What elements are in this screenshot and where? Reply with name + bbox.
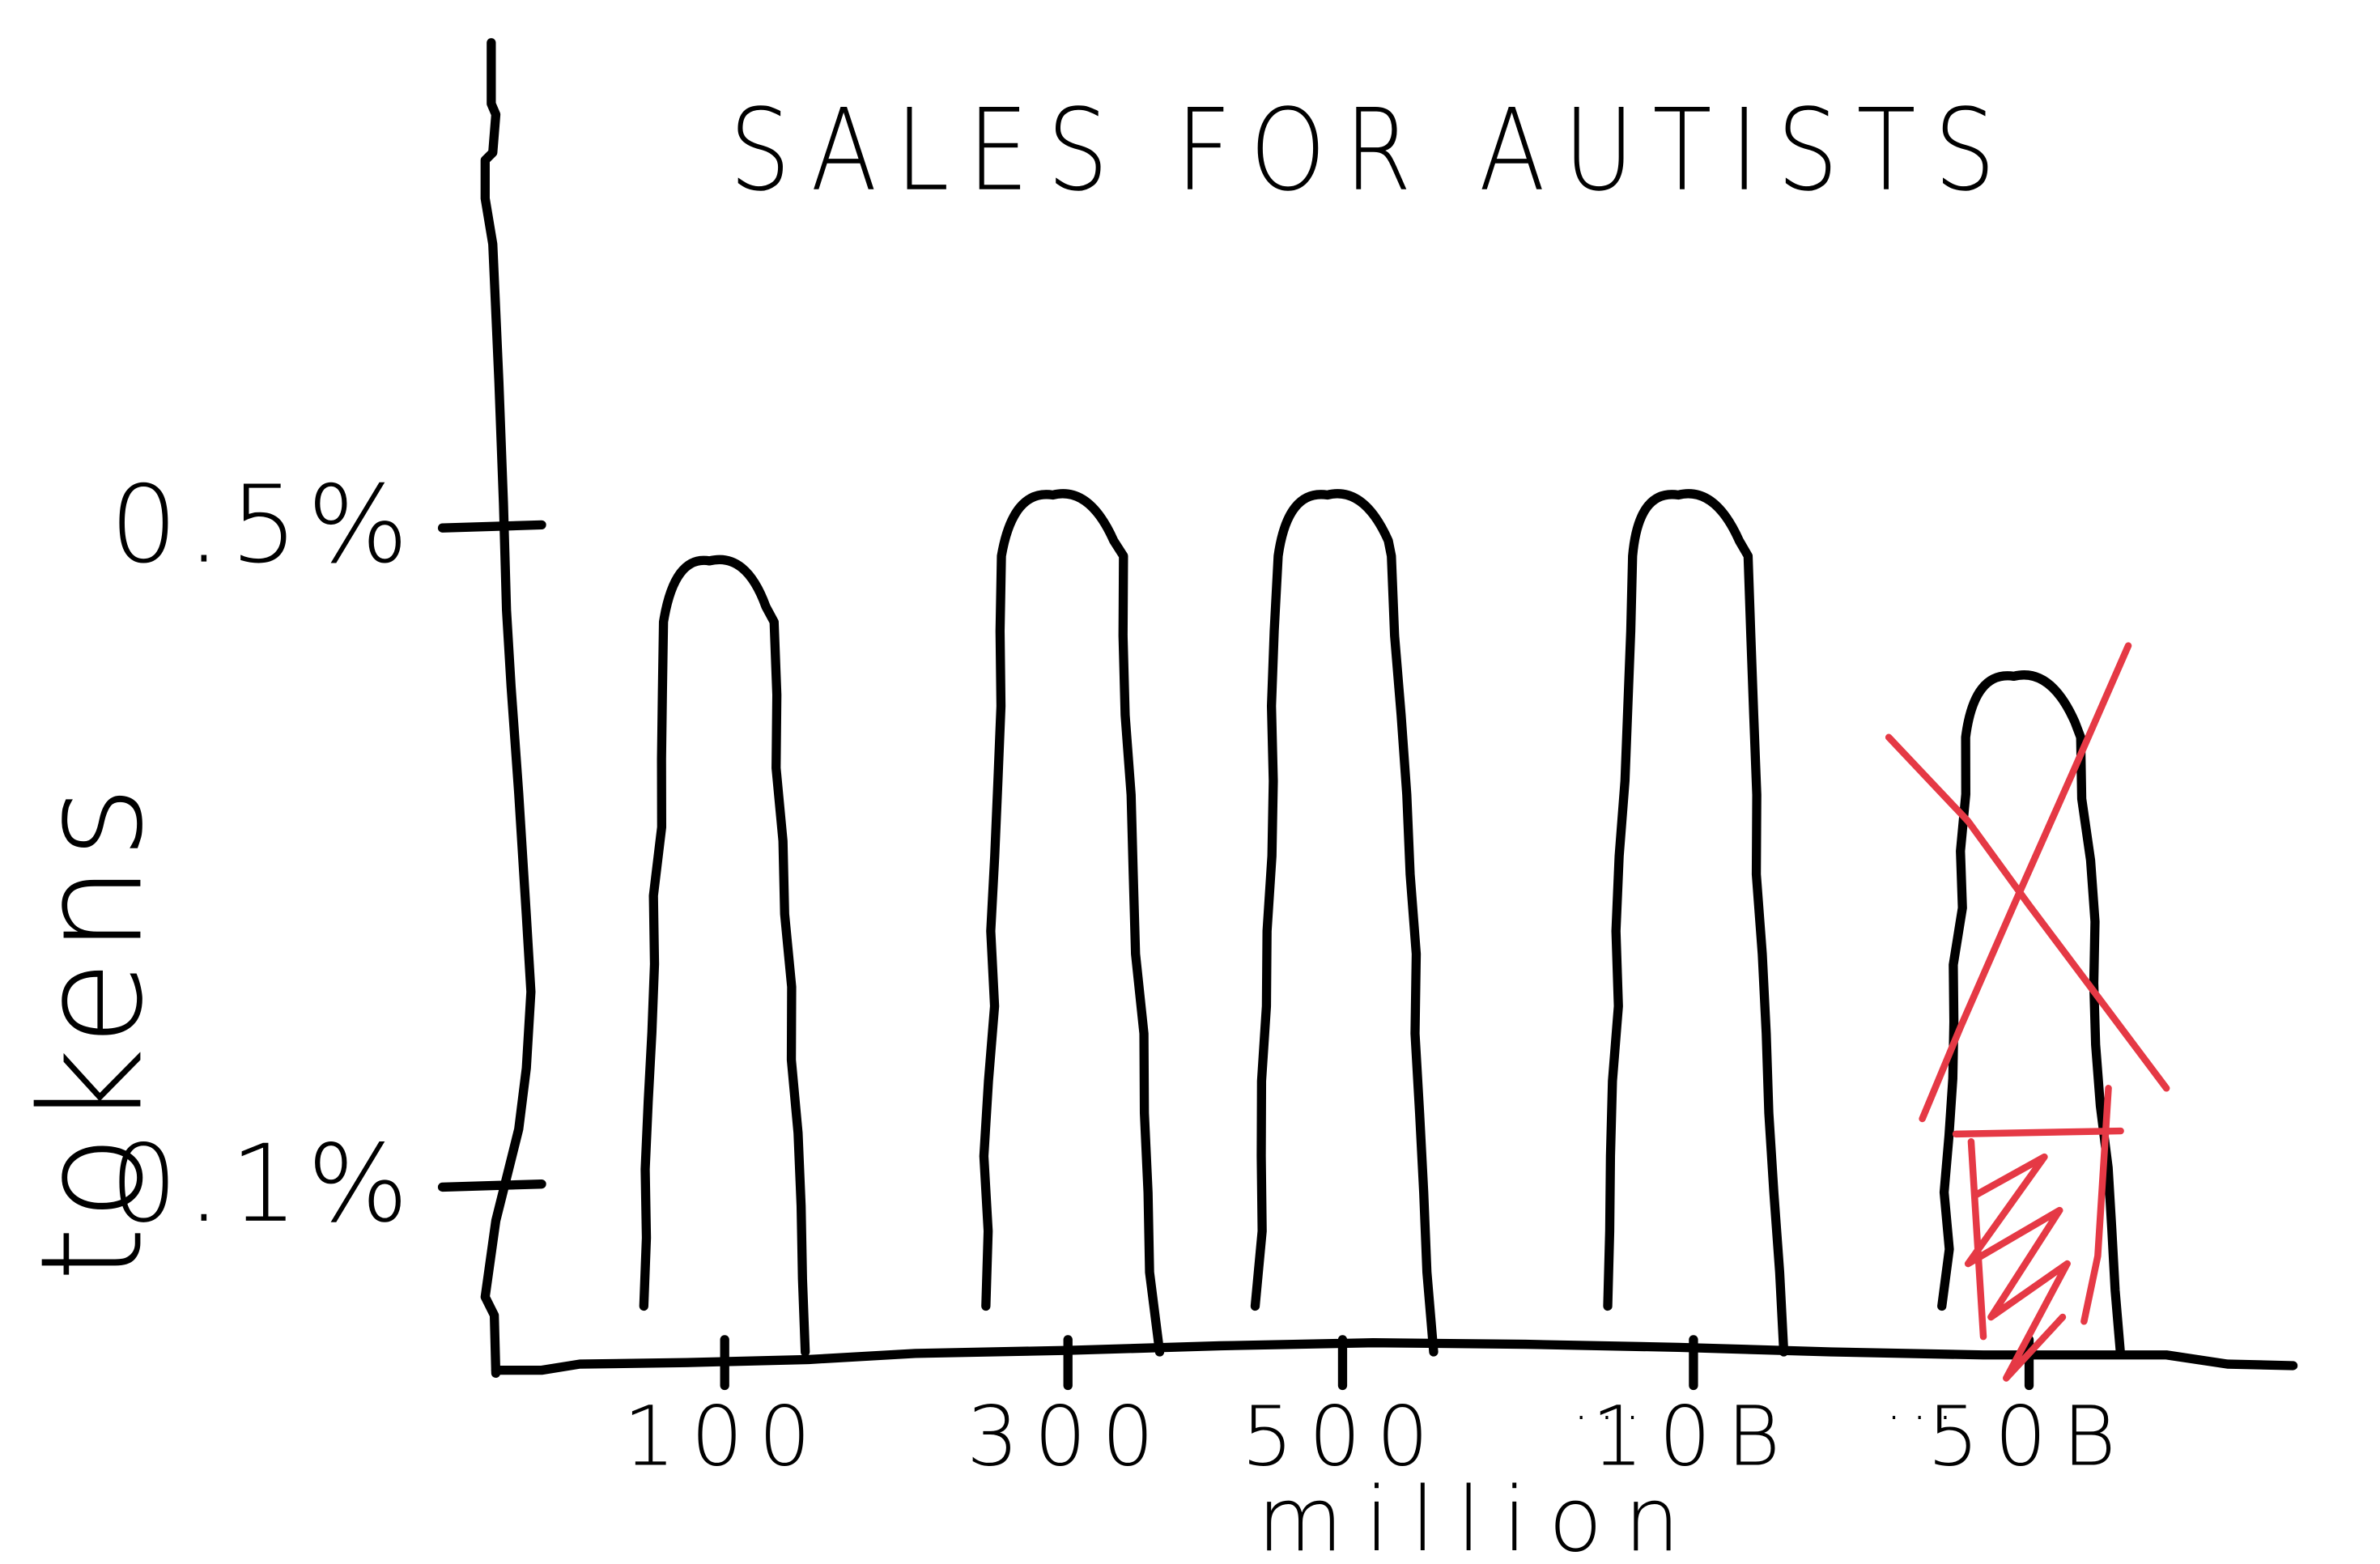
bars <box>639 489 2125 1391</box>
x-tick-labels: 100 300 500 10B 50B <box>623 1389 2131 1485</box>
x-tick-label: 50B <box>1927 1389 2131 1485</box>
bar-100 <box>639 555 810 1357</box>
revised-bar-right <box>2080 1085 2112 1325</box>
y-tick-mark <box>437 1179 546 1192</box>
ellipsis-1: ... <box>1573 1372 1650 1432</box>
revised-bar-top <box>1952 1127 2124 1138</box>
x-tick-label: 10B <box>1592 1389 1796 1485</box>
bar-500 <box>1250 489 1439 1357</box>
x-tick-label: 500 <box>1241 1389 1444 1485</box>
y-axis <box>480 38 536 1379</box>
ellipsis-2: ... <box>1885 1372 1962 1432</box>
revised-bar-left <box>1967 1138 1987 1341</box>
y-tick-label: 0.5% <box>110 464 418 588</box>
cross-out-marks <box>1885 642 2170 1382</box>
cross-stroke-2 <box>1919 642 2132 1123</box>
y-tick-label: 0.1% <box>110 1123 418 1247</box>
x-tick-label: 100 <box>623 1389 827 1485</box>
y-tick-mark <box>437 520 546 533</box>
chart-title: SALES FOR AUTISTS <box>729 85 2014 216</box>
x-tick-label: 300 <box>967 1389 1170 1485</box>
x-axis-label: million <box>1257 1468 1702 1564</box>
y-axis-label: tokens <box>10 780 173 1281</box>
cross-stroke-1 <box>1885 733 2170 1092</box>
x-axis <box>491 1338 2298 1375</box>
bar-10B <box>1603 489 1789 1357</box>
bar-50B <box>1937 670 2125 1357</box>
revised-bar-scribble <box>1964 1153 2071 1382</box>
bar-300 <box>979 489 1165 1357</box>
y-ticks: 0.1% 0.5% <box>110 464 546 1247</box>
